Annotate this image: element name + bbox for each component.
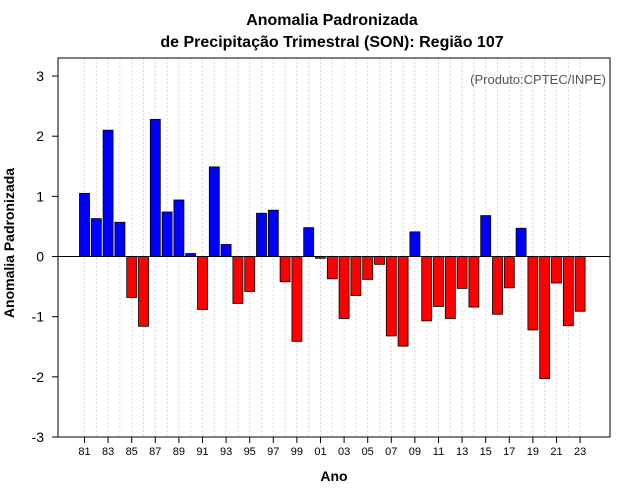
x-tick-label: 95 [244,446,256,458]
x-tick-label: 19 [527,446,539,458]
bar-1988 [161,211,173,257]
bar-2018 [515,227,527,257]
bar-2000 [303,227,315,257]
x-tick-label: 23 [574,446,586,458]
x-tick-label: 83 [102,446,114,458]
bar-1991 [197,256,208,310]
credit-label: (Produto:CPTEC/INPE) [470,72,606,87]
bar-2020 [539,256,551,380]
bar-1985 [126,256,138,298]
bars [79,118,586,380]
bar-2007 [385,256,397,337]
x-tick-label: 91 [196,446,208,458]
bar-1994 [232,256,244,304]
x-tick-label: 09 [409,446,421,458]
y-axis: -3 -2 -1 0 1 2 3 [32,68,58,445]
bar-1981 [79,192,90,257]
bar-2021 [551,256,562,284]
bar-2022 [562,256,574,327]
bar-1993 [220,244,232,257]
bar-2016 [492,256,503,315]
x-tick-label: 89 [173,446,185,458]
bar-1999 [291,256,303,342]
x-axis-label: Ano [320,468,347,484]
bar-1982 [90,218,102,257]
x-tick-label: 93 [220,446,232,458]
bar-1983 [102,129,114,257]
x-tick-label: 13 [456,446,468,458]
x-tick-label: 11 [433,446,444,458]
bar-1984 [114,221,126,257]
x-tick-label: 03 [338,446,350,458]
x-tick-label: 85 [126,446,138,458]
chart-subtitle: de Precipitação Trimestral (SON): Região… [160,34,503,51]
bar-2023 [574,256,586,312]
bar-1998 [279,256,291,283]
y-tick-label: 1 [36,188,44,204]
bar-2012 [444,256,456,319]
chart-title: Anomalia Padronizada [246,12,418,29]
bar-1995 [244,256,256,292]
bar-2019 [527,256,539,331]
y-axis-label: Anomalia Padronizada [1,168,17,318]
bar-2008 [397,256,409,347]
y-tick-label: -2 [32,369,45,385]
bar-2002 [326,256,338,280]
x-tick-label: 99 [291,446,303,458]
bar-2014 [468,256,480,308]
x-tick-label: 17 [503,446,515,458]
x-axis: 81 83 85 87 89 91 93 95 97 99 01 03 05 07 09 11 13 15 17 19… [78,437,586,458]
bar-1996 [256,212,267,257]
bar-2015 [480,215,492,257]
bar-2013 [456,256,468,289]
bar-2005 [362,256,374,280]
x-tick-label: 97 [267,446,279,458]
bar-1992 [208,166,220,257]
bar-2011 [433,256,444,307]
bar-2004 [350,256,362,297]
x-tick-label: 21 [550,446,562,458]
bar-2006 [374,256,385,265]
x-tick-label: 15 [480,446,492,458]
x-tick-label: 81 [78,446,90,458]
bar-2003 [338,256,350,319]
y-tick-label: -1 [32,309,45,325]
x-tick-label: 07 [385,446,397,458]
bar-2017 [503,256,515,289]
bar-2010 [421,256,433,322]
x-tick-label: 05 [362,446,374,458]
plot-frame [57,57,611,438]
bar-2009 [409,231,421,257]
y-tick-label: -3 [32,429,45,445]
x-tick-label: 01 [314,446,326,458]
y-tick-label: 3 [36,68,44,84]
y-tick-label: 0 [36,249,44,265]
bar-1997 [267,209,279,257]
bar-1987 [149,118,161,257]
y-tick-label: 2 [36,128,44,144]
bar-1986 [138,256,149,327]
bar-1989 [173,199,185,257]
x-tick-label: 87 [149,446,161,458]
